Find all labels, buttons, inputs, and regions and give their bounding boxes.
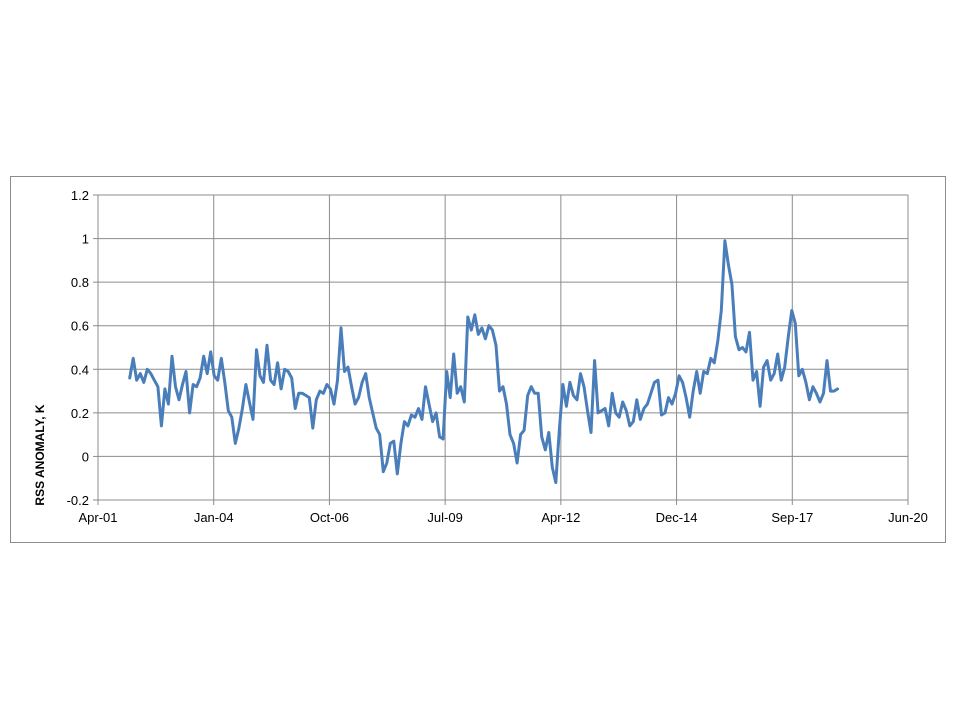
y-tick-labels: -0.2 0 0.2 0.4 0.6 0.8 1 1.2: [67, 188, 89, 508]
y-tick-label: 1.2: [71, 188, 89, 203]
axes: [93, 194, 909, 505]
chart-frame: -0.2 0 0.2 0.4 0.6 0.8 1 1.2 Apr-01 Jan-04 Oct-06…: [10, 176, 946, 543]
y-tick-label: 0.8: [71, 275, 89, 290]
y-tick-label: 0: [82, 449, 89, 464]
gridlines: [98, 194, 909, 500]
x-tick-label: Oct-06: [310, 510, 349, 525]
series-line: [128, 239, 840, 485]
y-tick-label: 1: [82, 232, 89, 247]
y-tick-label: 0.4: [71, 362, 89, 377]
y-axis-title: RSS ANOMALY, K: [33, 404, 47, 505]
x-tick-label: Apr-01: [78, 510, 117, 525]
y-tick-label: 0.6: [71, 319, 89, 334]
x-tick-label: Jun-20: [888, 510, 928, 525]
x-tick-label: Sep-17: [771, 510, 813, 525]
y-tick-label: 0.2: [71, 406, 89, 421]
x-tick-label: Jul-09: [427, 510, 462, 525]
x-tick-label: Dec-14: [656, 510, 698, 525]
x-tick-label: Jan-04: [194, 510, 234, 525]
y-tick-label: -0.2: [67, 493, 89, 508]
line-chart: -0.2 0 0.2 0.4 0.6 0.8 1 1.2 Apr-01 Jan-04 Oct-06…: [33, 188, 928, 525]
x-tick-label: Apr-12: [541, 510, 580, 525]
x-tick-labels: Apr-01 Jan-04 Oct-06 Jul-09 Apr-12 Dec-14 Sep-…: [78, 510, 927, 525]
